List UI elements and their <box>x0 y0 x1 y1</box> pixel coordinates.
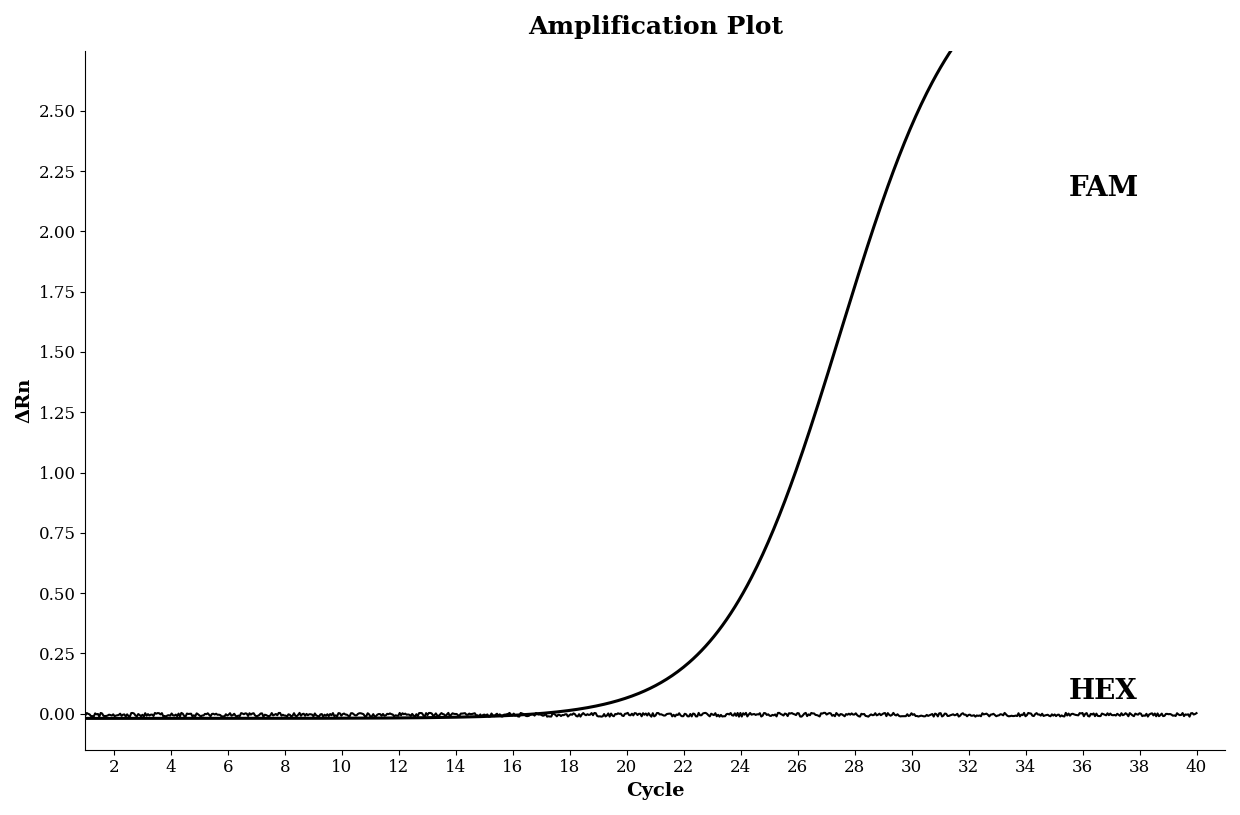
Text: HEX: HEX <box>1069 678 1137 705</box>
X-axis label: Cycle: Cycle <box>626 782 684 800</box>
Y-axis label: ΔRn: ΔRn <box>15 377 33 423</box>
Title: Amplification Plot: Amplification Plot <box>528 15 782 39</box>
Text: FAM: FAM <box>1069 174 1138 201</box>
